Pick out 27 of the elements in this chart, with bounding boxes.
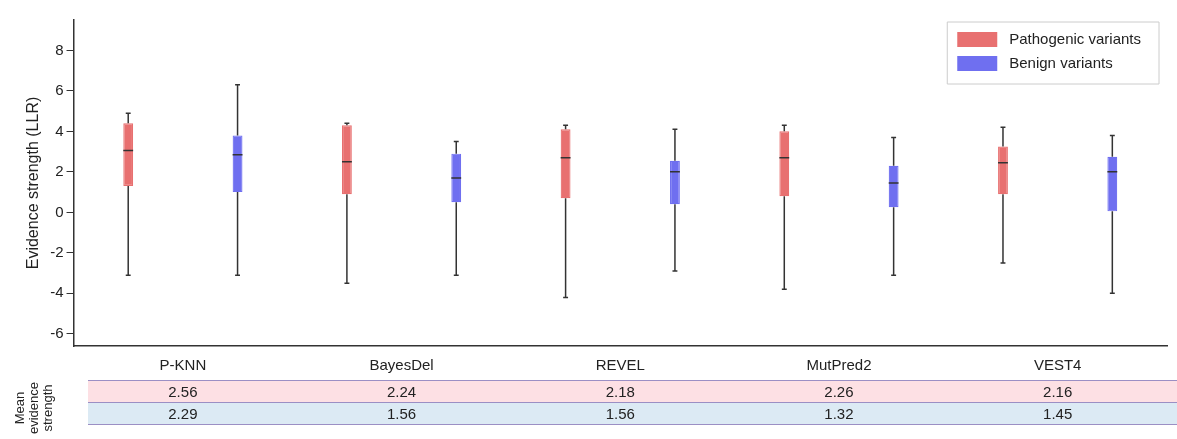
y-tick-label: -6	[50, 323, 64, 341]
text: 2.29	[168, 405, 198, 422]
y-axis-title: Evidence strength (LLR)	[24, 96, 42, 270]
y-tick-label: 4	[55, 121, 64, 139]
text: 2.26	[824, 383, 854, 400]
text: 2.16	[1043, 383, 1073, 400]
text: Mean evidence strength	[12, 381, 55, 437]
y-tick-label: 6	[55, 81, 64, 99]
legend-label: Benign variants	[1009, 54, 1113, 72]
text: 2.56	[168, 383, 198, 400]
x-tick-label: P-KNN	[159, 356, 207, 374]
y-tick-label: -4	[50, 283, 64, 301]
x-tick-label: VEST4	[1033, 356, 1082, 374]
y-tick-label: 0	[55, 202, 64, 220]
legend-label: Pathogenic variants	[1009, 30, 1141, 48]
text: 1.45	[1043, 405, 1073, 422]
text: 1.56	[386, 405, 417, 422]
text: 2.24	[386, 383, 417, 400]
text: 2.18	[605, 383, 635, 400]
y-tick-label: 8	[55, 40, 64, 58]
text: 1.56	[605, 405, 635, 422]
x-tick-label: REVEL	[595, 356, 645, 374]
text: 1.32	[824, 405, 854, 422]
y-tick-label: 2	[55, 162, 64, 179]
y-tick-label: -2	[50, 243, 64, 260]
x-tick-label: MutPred2	[806, 356, 872, 374]
x-tick-label: BayesDel	[369, 356, 434, 374]
